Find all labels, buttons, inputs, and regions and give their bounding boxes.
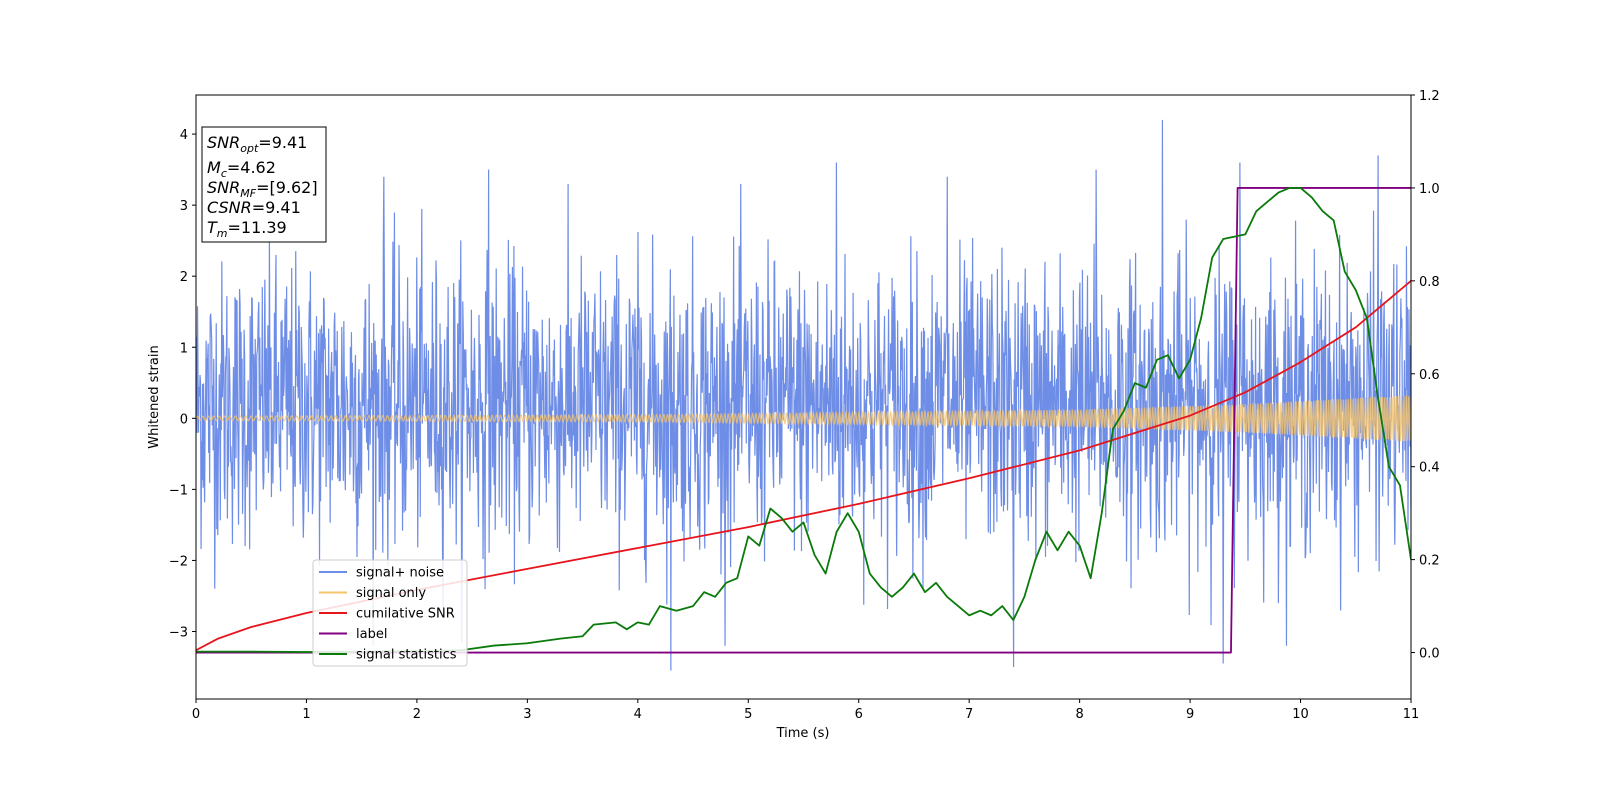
y2-tick-label: 0.4 [1419, 461, 1440, 476]
info-line: SNRMF=[9.62] [207, 178, 318, 200]
y2-tick-label: 0.0 [1419, 647, 1440, 662]
x-tick-label: 6 [855, 707, 863, 722]
info-line: SNRopt=9.41 [207, 133, 307, 155]
info-line: Tm=11.39 [207, 218, 287, 240]
legend-label: signal+ noise [356, 566, 444, 581]
series-cumulative-snr [196, 280, 1411, 652]
secondary-y-axis-ticks: 0.0 0.2 0.4 0.6 0.8 1.0 1.2 [1411, 89, 1440, 662]
legend-frame [312, 559, 468, 667]
legend-label: signal statistics [356, 648, 457, 663]
x-tick-label: 9 [1186, 707, 1194, 722]
y-tick-label: 1 [180, 341, 188, 356]
y2-tick-label: 0.8 [1419, 275, 1440, 290]
x-tick-label: 2 [413, 707, 421, 722]
x-axis-label: Time (s) [776, 726, 830, 741]
x-tick-label: 7 [965, 707, 973, 722]
y-tick-label: 0 [180, 412, 188, 427]
legend-label: label [356, 627, 387, 642]
y-tick-label: −1 [169, 483, 188, 498]
info-box-frame [201, 126, 327, 243]
x-tick-label: 0 [192, 707, 200, 722]
y-axis-ticks: −3 −2 −1 0 1 2 3 4 [169, 128, 196, 640]
x-tick-label: 5 [744, 707, 752, 722]
series-label [196, 187, 1411, 654]
x-tick-label: 10 [1292, 707, 1309, 722]
y2-tick-label: 0.2 [1419, 554, 1440, 569]
x-tick-label: 4 [634, 707, 642, 722]
x-tick-label: 8 [1075, 707, 1083, 722]
legend: signal+ noise signal only cumilative SNR la… [312, 559, 468, 667]
y-axis-label: Whitened strain [147, 345, 162, 448]
series-signal-statistics [196, 187, 1411, 653]
x-tick-label: 1 [302, 707, 310, 722]
x-tick-label: 11 [1403, 707, 1420, 722]
legend-label: signal only [356, 586, 426, 601]
x-tick-label: 3 [523, 707, 531, 722]
y-tick-label: 4 [180, 128, 188, 143]
y-tick-label: 3 [180, 199, 188, 214]
info-line: Mc=4.62 [207, 158, 276, 180]
y2-tick-label: 1.0 [1419, 182, 1440, 197]
plot-frame [195, 94, 1412, 700]
y-tick-label: 2 [180, 270, 188, 285]
info-box: SNRopt=9.41 Mc=4.62SNRMF=[9.62]CSNR=9.41T… [201, 126, 327, 243]
y2-tick-label: 0.6 [1419, 368, 1440, 383]
series-layer [196, 119, 1411, 671]
y-tick-label: −3 [169, 625, 188, 640]
legend-label: cumilative SNR [356, 607, 455, 622]
series-signal-noise [196, 119, 1411, 671]
y2-tick-label: 1.2 [1419, 89, 1440, 104]
x-axis-ticks: 0 1 2 3 4 5 6 7 8 9 10 11 [192, 699, 1419, 722]
info-line: CSNR=9.41 [207, 198, 301, 217]
y-tick-label: −2 [169, 554, 188, 569]
